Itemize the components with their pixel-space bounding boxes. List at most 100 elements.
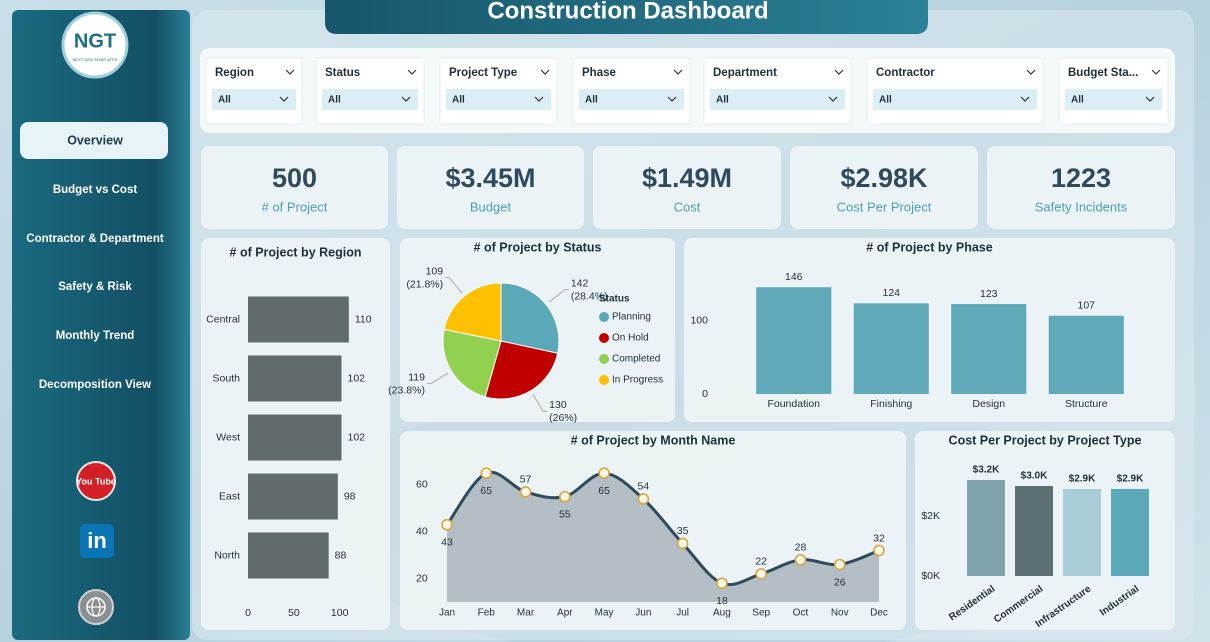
kpis: 500 # of Project $3.45M Budget $1.49M Cost $2.… (201, 146, 1175, 229)
legend-title: Status (599, 294, 630, 305)
value-label: 55 (559, 508, 571, 520)
value-label: 109 (426, 265, 444, 277)
nav-item[interactable]: Contractor & Department (26, 233, 164, 245)
chevron (279, 96, 289, 102)
nav-item[interactable]: Monthly Trend (56, 330, 135, 342)
value-label: 146 (785, 271, 803, 283)
pie-slice (442, 328, 502, 398)
value-label: 130 (549, 399, 567, 411)
bar (967, 480, 1005, 576)
value-label: 123 (980, 288, 998, 300)
leader-line (426, 372, 449, 385)
kpi-label: Safety Incidents (1035, 199, 1128, 214)
marker (598, 467, 610, 480)
kpi-label: Cost (674, 199, 701, 214)
chevron (1151, 69, 1161, 75)
slicer-value: All (716, 95, 729, 106)
x-tick-label: Sep (752, 608, 770, 619)
y-tick-label: 60 (416, 479, 428, 491)
leader-line (445, 277, 463, 294)
x-tick-label: Mar (517, 608, 535, 619)
slicer-dropdown[interactable] (212, 89, 296, 110)
kpi-value: $2.98K (840, 163, 928, 193)
slicer-dropdown[interactable] (446, 89, 551, 110)
value-label: 18 (716, 595, 728, 607)
nav: Overview Budget vs Cost Contractor & Depar… (20, 122, 168, 391)
logo (61, 11, 129, 79)
value-label: 22 (755, 556, 767, 568)
bar (1048, 315, 1124, 394)
chevron (834, 69, 844, 75)
chart: # of Project by Status 142(28.4%) 130(26%)… (388, 238, 675, 424)
kpi-card (201, 146, 388, 229)
marker (755, 568, 767, 580)
value-label: 65 (598, 485, 610, 497)
chevron (828, 96, 838, 102)
leader-line (532, 393, 548, 412)
category-label: West (216, 431, 240, 443)
slicer-dropdown[interactable] (322, 89, 418, 110)
header-bar (325, 0, 928, 34)
value-label: 35 (677, 525, 689, 537)
chevron (667, 96, 677, 102)
youtube-icon[interactable] (76, 461, 116, 501)
percent-label: (26%) (549, 412, 577, 424)
slicer-label: Status (325, 67, 360, 79)
nav-item[interactable]: Budget vs Cost (53, 184, 138, 196)
kpi-value: 500 (272, 163, 317, 193)
chevron (1026, 69, 1036, 75)
category-label: Finishing (870, 398, 912, 410)
linkedin-icon[interactable] (80, 524, 114, 558)
area-fill (447, 472, 879, 602)
bar (248, 296, 349, 343)
slicer-dropdown[interactable] (579, 89, 684, 110)
chevron (540, 69, 550, 75)
x-tick-label: May (595, 608, 614, 619)
kpi-card (790, 146, 978, 229)
chevron (1020, 96, 1030, 102)
chevron (401, 96, 411, 102)
marker (559, 490, 571, 503)
chart: # of Project by Region Central 110 South 102… (201, 238, 390, 630)
nav-item[interactable]: Safety & Risk (58, 281, 132, 293)
bar (951, 304, 1027, 394)
slicer-value: All (585, 95, 598, 106)
kpi-card (397, 146, 584, 229)
kpi-value: $1.49M (642, 163, 732, 193)
header-title: Construction Dashboard (487, 0, 768, 24)
percent-label: (23.8%) (388, 384, 425, 396)
value-label: 57 (520, 474, 532, 486)
slicer-value: All (218, 95, 231, 106)
legend-label: Completed (612, 354, 660, 365)
bar (1063, 489, 1101, 576)
y-tick-label: 0 (702, 388, 708, 400)
value-label: 110 (355, 313, 372, 325)
kpi-label: # of Project (262, 199, 328, 214)
value-label: 65 (480, 485, 492, 497)
chevron (673, 69, 683, 75)
slicer-dropdown[interactable] (710, 89, 845, 110)
sidebar (12, 10, 190, 640)
nav-active[interactable] (20, 122, 168, 159)
marker (873, 544, 885, 557)
chevron (534, 96, 544, 102)
x-tick-label: 100 (331, 607, 349, 619)
slicer-label: Region (215, 67, 254, 79)
slicer-dropdown[interactable] (873, 89, 1037, 110)
value-label: 119 (408, 371, 425, 383)
value-label: $3.2K (973, 465, 1000, 476)
charts: # of Project by Region Central 110 South 102… (201, 238, 1175, 630)
chart-title: # of Project by Status (474, 240, 602, 254)
kpi-card (593, 146, 781, 229)
kpi-card (987, 146, 1175, 229)
nav-item[interactable]: Overview (67, 133, 123, 147)
percent-label: (21.8%) (406, 278, 443, 290)
pie-slice (484, 340, 559, 400)
logo-text: NGT (74, 30, 116, 52)
nav-item[interactable]: Decomposition View (39, 379, 151, 391)
y-tick-label: 100 (690, 315, 708, 327)
slicer-value: All (879, 95, 892, 106)
marker (716, 577, 728, 590)
value-label: $2.9K (1117, 474, 1144, 485)
slicer-dropdown[interactable] (1065, 89, 1162, 110)
